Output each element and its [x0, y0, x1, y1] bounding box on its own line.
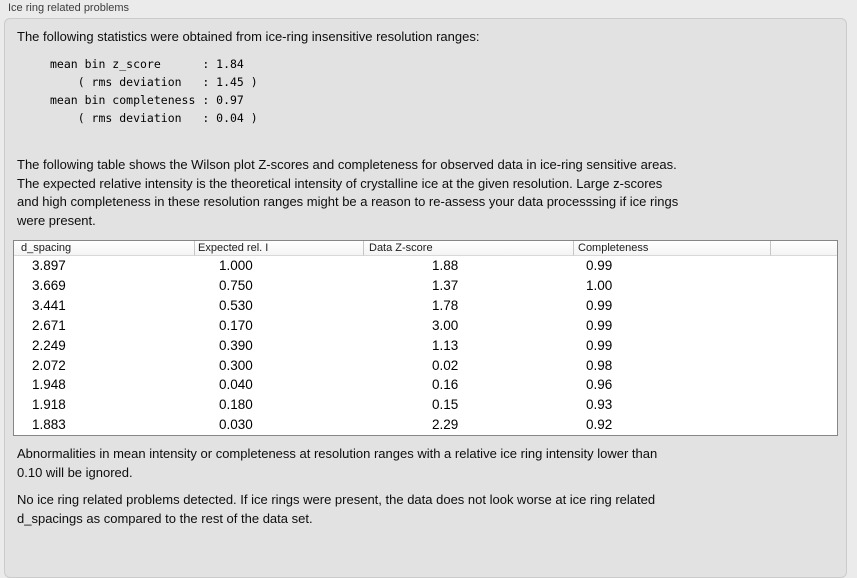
table-cell: 0.390: [219, 337, 253, 353]
conclusion-text: No ice ring related problems detected. I…: [17, 492, 656, 526]
table-header-row: d_spacing Expected rel. I Data Z-score C…: [14, 241, 837, 256]
column-header-data-z-score[interactable]: Data Z-score: [364, 241, 574, 256]
table-cell: 1.13: [432, 337, 459, 353]
ice-ring-panel: { "panel": { "title": "Ice ring related …: [4, 2, 847, 578]
column-header-expected-rel-i[interactable]: Expected rel. I: [195, 241, 364, 256]
table-cell: [771, 355, 837, 375]
table-cell: [771, 375, 837, 395]
group-box: The following statistics were obtained f…: [4, 18, 847, 578]
table-intro-text: The following table shows the Wilson plo…: [17, 157, 679, 228]
table-row[interactable]: 3.441 0.530 1.78 0.99: [14, 296, 837, 316]
table-cell: 0.750: [219, 278, 253, 294]
table-row[interactable]: 1.883 0.030 2.29 0.92: [14, 415, 837, 435]
table-row[interactable]: 2.072 0.300 0.02 0.98: [14, 355, 837, 375]
table-cell: 0.99: [586, 337, 613, 353]
table-row[interactable]: 2.249 0.390 1.13 0.99: [14, 335, 837, 355]
table-cell: 0.02: [432, 357, 459, 373]
table-row[interactable]: 1.948 0.040 0.16 0.96: [14, 375, 837, 395]
intro-text: The following statistics were obtained f…: [17, 29, 480, 44]
table-cell: 0.99: [586, 298, 613, 314]
table-cell: 0.300: [219, 357, 253, 373]
table-cell: 0.040: [219, 377, 253, 393]
table-row[interactable]: 3.897 1.000 1.88 0.99: [14, 256, 837, 276]
table-cell: 3.897: [32, 258, 66, 274]
ignore-note-text: Abnormalities in mean intensity or compl…: [17, 446, 658, 480]
table-cell: 1.78: [432, 298, 459, 314]
table-body: 3.897 1.000 1.88 0.99 3.669 0.750 1.37 1.00 3.44…: [14, 256, 837, 435]
panel-title: Ice ring related problems: [8, 2, 130, 14]
table-cell: 3.441: [32, 298, 66, 314]
table-cell: 0.030: [219, 417, 253, 433]
table-cell: 1.88: [432, 258, 459, 274]
statistics-block: mean bin z_score : 1.84 ( rms deviation …: [50, 57, 258, 125]
table-cell: 0.92: [586, 417, 613, 433]
table-cell: 2.249: [32, 337, 66, 353]
table-cell: [771, 296, 837, 316]
table-row[interactable]: 3.669 0.750 1.37 1.00: [14, 276, 837, 296]
table-cell: 0.15: [432, 397, 459, 413]
table-cell: [771, 395, 837, 415]
column-header-empty: [771, 241, 837, 256]
table-cell: 1.37: [432, 278, 459, 294]
column-header-d-spacing[interactable]: d_spacing: [14, 241, 195, 256]
table-cell: [771, 415, 837, 435]
table-cell: 0.99: [586, 317, 613, 333]
table-cell: 3.00: [432, 317, 459, 333]
table-cell: 1.00: [586, 278, 613, 294]
table-cell: 0.93: [586, 397, 613, 413]
table-cell: [771, 316, 837, 336]
column-header-completeness[interactable]: Completeness: [574, 241, 771, 256]
table-row[interactable]: 2.671 0.170 3.00 0.99: [14, 316, 837, 336]
table-cell: 0.98: [586, 357, 613, 373]
table-cell: 1.883: [32, 417, 66, 433]
table-cell: 0.170: [219, 317, 253, 333]
table-cell: 2.671: [32, 317, 66, 333]
table-cell: 0.96: [586, 377, 613, 393]
table-cell: [771, 335, 837, 355]
table-row[interactable]: 1.918 0.180 0.15 0.93: [14, 395, 837, 415]
table-cell: [771, 276, 837, 296]
table-cell: 3.669: [32, 278, 66, 294]
table-cell: 2.29: [432, 417, 459, 433]
table-cell: 1.918: [32, 397, 66, 413]
table-cell: 1.000: [219, 258, 253, 274]
table-cell: 1.948: [32, 377, 66, 393]
table-cell: 0.99: [586, 258, 613, 274]
ice-ring-table[interactable]: d_spacing Expected rel. I Data Z-score C…: [13, 240, 838, 436]
table-cell: 0.16: [432, 377, 459, 393]
table-cell: [771, 256, 837, 276]
table-cell: 2.072: [32, 357, 66, 373]
table-cell: 0.180: [219, 397, 253, 413]
table-cell: 0.530: [219, 298, 253, 314]
